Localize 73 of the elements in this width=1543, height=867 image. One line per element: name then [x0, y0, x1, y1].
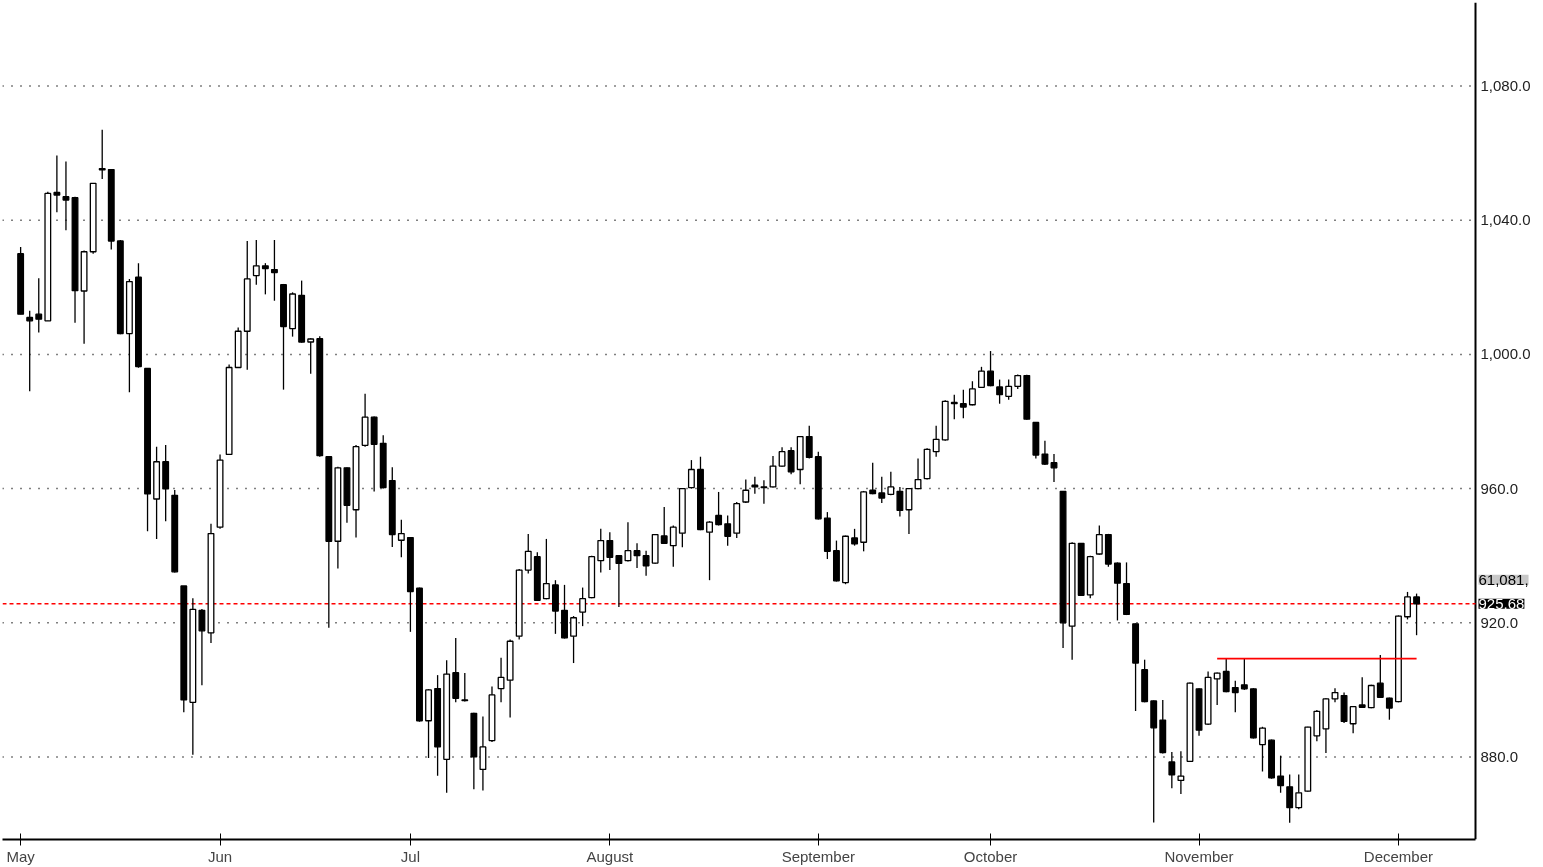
candlestick [778, 446, 786, 468]
x-tick-label: August [586, 847, 635, 865]
candlestick [715, 491, 723, 527]
x-tick-label: December [1363, 847, 1434, 865]
candlestick [579, 586, 587, 627]
candlestick [706, 520, 713, 581]
y-tick-label: 1,040.0 [1480, 211, 1531, 229]
candlestick [869, 462, 877, 495]
candlestick [1413, 592, 1421, 636]
candlestick [542, 538, 550, 600]
candlestick [978, 366, 985, 389]
candlestick [461, 672, 469, 703]
candlestick [987, 350, 994, 387]
candlestick [959, 388, 967, 419]
candlestick [1213, 671, 1221, 706]
candlestick [669, 524, 677, 568]
candlestick [1286, 773, 1294, 824]
ref-line-label: 925.68 [1478, 594, 1525, 612]
candlestick [760, 479, 768, 505]
candlestick [53, 154, 61, 213]
candlestick [1041, 439, 1049, 466]
candlestick [497, 657, 505, 703]
candlestick [1358, 676, 1366, 709]
candlestick [996, 378, 1004, 405]
candlestick [1005, 378, 1013, 401]
candlestick [660, 506, 668, 545]
candlestick [1404, 591, 1411, 621]
candlestick [1231, 680, 1239, 714]
text: 61,081, [1478, 570, 1529, 588]
candlestick [724, 514, 732, 547]
x-tick-label: October [963, 847, 1018, 865]
candlestick [597, 528, 605, 574]
y-tick-label: 920.0 [1480, 613, 1519, 631]
candlestick [687, 459, 695, 490]
x-tick-label: Jul [400, 847, 421, 865]
x-tick-label: September [781, 847, 856, 865]
candlestick [270, 239, 278, 302]
candlestick [98, 128, 106, 180]
candlestick [642, 550, 650, 577]
candlestick [805, 425, 813, 460]
candlestick [769, 455, 777, 489]
y-tick-label: 880.0 [1480, 747, 1519, 765]
candlestick [878, 476, 886, 504]
candlestick [615, 554, 623, 608]
candlestick [1240, 658, 1248, 691]
x-tick-label: November [1164, 847, 1234, 865]
candlestick [397, 519, 405, 559]
y-tick-label: 1,080.0 [1480, 77, 1531, 95]
candlestick [524, 533, 532, 575]
candlestick [624, 521, 632, 563]
y-tick-label: 960.0 [1480, 479, 1519, 497]
y-tick-label: 1,000.0 [1480, 345, 1531, 363]
x-tick-label: Jun [207, 847, 233, 865]
candlestick [261, 262, 269, 296]
candlestick [1222, 658, 1230, 693]
candlestick [787, 446, 795, 475]
candlestick [1095, 524, 1103, 556]
candlestick [198, 608, 206, 686]
candlestick [1295, 773, 1303, 810]
candlestick [606, 531, 614, 571]
candlestick [479, 715, 487, 792]
candlestick [252, 239, 260, 286]
candlestick [968, 380, 976, 407]
candlestick [570, 615, 578, 664]
candlestick [896, 486, 904, 518]
candlestick [1113, 561, 1121, 622]
candlestick [932, 425, 940, 458]
candlestick [1376, 654, 1384, 699]
candlestick [751, 476, 759, 495]
x-tick-label: May [6, 847, 36, 865]
candlestick [35, 277, 43, 334]
candlestick [1349, 705, 1357, 734]
candlestick [62, 160, 70, 231]
